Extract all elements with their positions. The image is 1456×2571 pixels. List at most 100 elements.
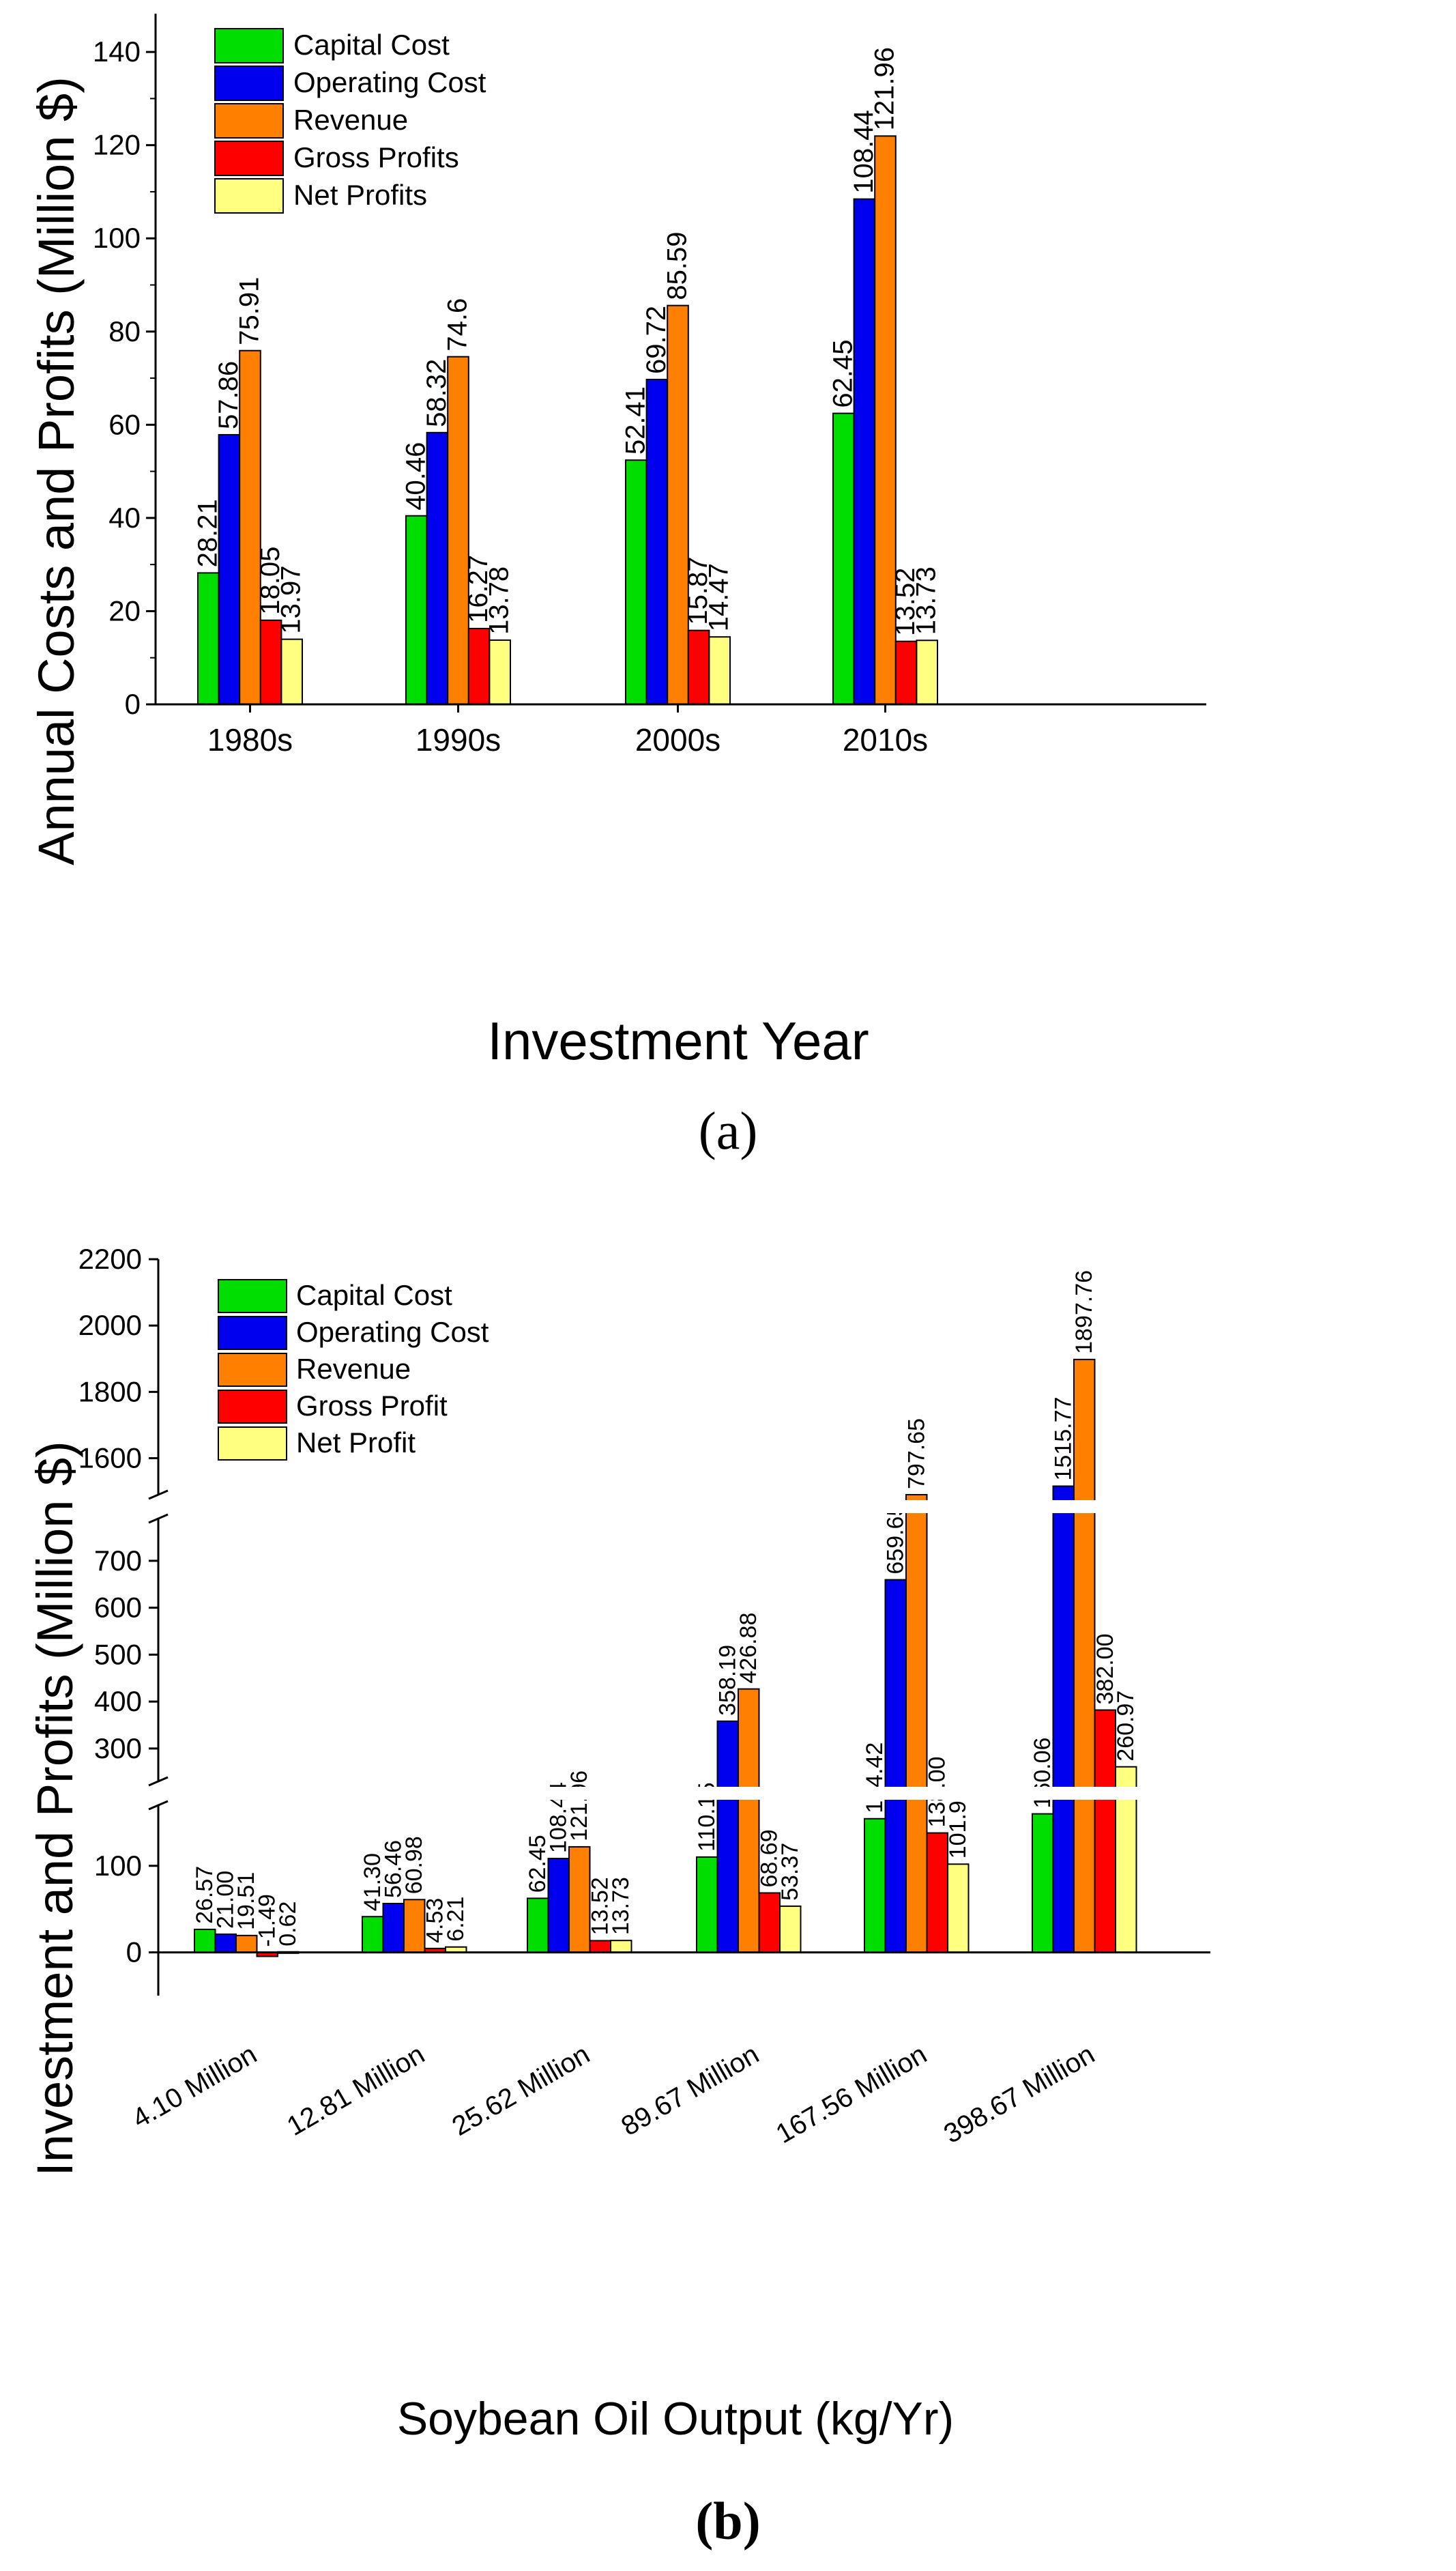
y-tick-label-b-400: 400 (94, 1685, 142, 1717)
bar-b-net-profit-25-62-million (610, 1940, 632, 1953)
x-tick-label-b-89-67-million: 89.67 Million (616, 2039, 763, 2142)
bar-b-revenue-4-10-million (235, 1934, 258, 1953)
data-label-b-gross-profit-12-81-million: 4.53 (422, 1898, 448, 1943)
bar-a-gross-profits-2010s (894, 640, 918, 706)
legend-swatch-a-gross-profits (214, 141, 284, 176)
data-label-a-capital-cost-2010s: 62.45 (828, 340, 858, 408)
y-tick-label-a-60: 60 (108, 408, 141, 440)
legend-label-a-capital-cost: Capital Cost (293, 29, 450, 61)
bar-a-capital-cost-1990s (405, 515, 428, 705)
bar-b-gross-profit-89-67-million (758, 1892, 781, 1953)
bar-a-capital-cost-2010s (832, 412, 855, 705)
bar-a-operating-cost-2000s (645, 378, 669, 706)
bar-a-net-profits-2010s (916, 640, 939, 706)
bar-b-operating-cost-4-10-million (214, 1933, 237, 1953)
bar-a-operating-cost-2010s (853, 198, 876, 705)
y-tick-label-b-700: 700 (94, 1545, 142, 1577)
data-label-a-gross-profits-1980s: 18.05 (255, 547, 285, 615)
data-label-b-gross-profit-25-62-million: 13.52 (587, 1877, 613, 1935)
data-label-b-capital-cost-4-10-million: 26.57 (192, 1866, 218, 1924)
legend-swatch-b-net-profit (218, 1426, 287, 1461)
bar-b-operating-cost-89-67-million (716, 1720, 739, 1953)
bar-a-capital-cost-1980s (197, 572, 220, 705)
y-tick-label-b-500: 500 (94, 1638, 142, 1670)
y-tick-label-a-40: 40 (108, 502, 141, 534)
y-tick-label-b-600: 600 (94, 1592, 142, 1624)
bar-b-net-profit-167-56-million (947, 1863, 970, 1953)
chart-a-y-axis-title: Annual Costs and Profits (Million $) (28, 76, 85, 865)
bar-b-revenue-398-67-million (1073, 1358, 1096, 1953)
bar-b-capital-cost-25-62-million (527, 1897, 549, 1953)
legend-swatch-a-capital-cost (214, 28, 284, 63)
data-label-a-net-profits-1980s: 13.97 (276, 566, 306, 634)
data-label-b-net-profit-25-62-million: 13.73 (608, 1877, 634, 1935)
y-tick-label-a-80: 80 (108, 315, 141, 347)
chart-b-legend: Capital Cost Operating Cost Revenue Gross P… (218, 1279, 489, 1461)
data-label-b-revenue-398-67-million: 1897.76 (1071, 1270, 1097, 1354)
data-label-b-gross-profit-89-67-million: 68.69 (757, 1829, 783, 1887)
bar-a-revenue-1990s (447, 356, 469, 705)
data-label-b-capital-cost-25-62-million: 62.45 (525, 1835, 551, 1893)
y-tick-label-a-0: 0 (125, 688, 141, 720)
y-tick-label-b-300: 300 (94, 1732, 142, 1764)
x-tick-label-a-1990s: 1990s (416, 722, 501, 758)
data-label-a-operating-cost-2000s: 69.72 (641, 306, 671, 374)
data-label-a-capital-cost-2000s: 52.41 (620, 386, 650, 455)
bar-a-gross-profits-2000s (687, 629, 710, 705)
data-label-a-operating-cost-2010s: 108.44 (849, 110, 879, 193)
legend-swatch-b-operating-cost (218, 1316, 287, 1350)
bar-a-revenue-1980s (239, 349, 261, 705)
legend-label-b-gross-profit: Gross Profit (296, 1390, 448, 1422)
legend-label-b-net-profit: Net Profit (296, 1426, 416, 1459)
y-axis-break-mark-2-top (148, 1776, 169, 1787)
y-tick-label-a-140: 140 (93, 35, 141, 68)
chart-b-y-axis-title: Investment and Profits (Million $) (27, 1441, 83, 2177)
y-tick-label-a-100: 100 (93, 222, 141, 254)
data-label-b-revenue-89-67-million: 426.88 (736, 1613, 761, 1684)
y-tick-label-b-2200: 2200 (78, 1243, 142, 1275)
data-label-a-operating-cost-1980s: 57.86 (214, 361, 244, 429)
panel-a-label: (a) (699, 1101, 758, 1160)
legend-swatch-b-gross-profit (218, 1390, 287, 1424)
axis-break-band-2 (160, 1787, 1212, 1800)
axis-break-band-1 (160, 1500, 1212, 1513)
data-label-a-revenue-2010s: 121.96 (870, 47, 900, 130)
bar-b-capital-cost-167-56-million (864, 1818, 886, 1953)
x-tick-label-b-12-81-million: 12.81 Million (282, 2039, 429, 2142)
x-tick-label-a-2010s: 2010s (843, 722, 928, 758)
chart-a-legend: Capital Cost Operating Cost Revenue Gross P… (214, 28, 486, 214)
bar-b-gross-profit-25-62-million (589, 1940, 611, 1953)
data-label-a-gross-profits-2010s: 13.52 (890, 568, 920, 636)
data-label-b-capital-cost-167-56-million: 154.42 (862, 1742, 888, 1813)
bar-a-net-profits-1980s (280, 638, 303, 705)
data-label-b-operating-cost-4-10-million: 21.00 (213, 1871, 239, 1929)
data-label-b-net-profit-12-81-million: 6.21 (443, 1897, 469, 1942)
x-tick-label-b-167-56-million: 167.56 Million (771, 2039, 932, 2150)
data-label-a-gross-profits-2000s: 15.87 (683, 557, 713, 625)
data-label-b-net-profit-89-67-million: 53.37 (777, 1843, 803, 1901)
data-label-b-revenue-4-10-million: 19.51 (233, 1872, 259, 1930)
bar-a-gross-profits-1990s (467, 627, 491, 705)
x-tick-label-b-4-10-million: 4.10 Million (128, 2039, 262, 2134)
legend-swatch-b-capital-cost (218, 1279, 287, 1313)
y-axis-break-mark-1-top (148, 1489, 169, 1500)
legend-swatch-b-revenue (218, 1353, 287, 1387)
panel-b-label: (b) (695, 2491, 760, 2551)
bar-a-revenue-2000s (667, 304, 689, 705)
bar-b-capital-cost-4-10-million (194, 1928, 216, 1953)
legend-label-b-capital-cost: Capital Cost (296, 1279, 452, 1311)
data-label-b-gross-profit-4-10-million: -1.49 (254, 1894, 280, 1947)
data-label-a-operating-cost-1990s: 58.32 (422, 359, 452, 427)
data-label-a-revenue-2000s: 85.59 (663, 232, 693, 300)
legend-label-a-net-profits: Net Profits (293, 179, 427, 211)
data-label-b-operating-cost-89-67-million: 358.19 (715, 1645, 741, 1716)
data-label-a-net-profits-2010s: 13.73 (912, 566, 942, 635)
y-axis-break-mark-2-bottom (148, 1800, 169, 1811)
data-label-b-operating-cost-398-67-million: 1515.77 (1051, 1397, 1077, 1481)
data-label-a-net-profits-2000s: 14.47 (704, 563, 734, 631)
legend-swatch-a-operating-cost (214, 66, 284, 101)
x-tick-label-b-25-62-million: 25.62 Million (447, 2039, 594, 2142)
bar-a-operating-cost-1990s (426, 431, 449, 705)
